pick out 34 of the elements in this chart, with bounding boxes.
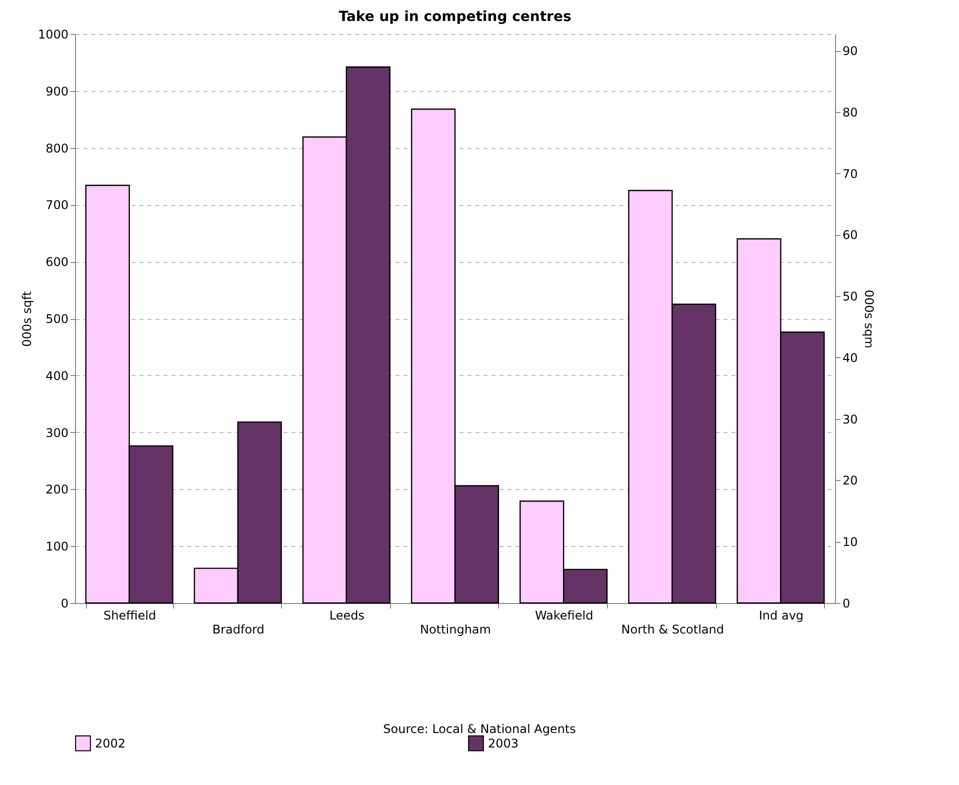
y-tick-label: 800 <box>46 141 68 156</box>
y-tick-label: 1000 <box>38 28 68 42</box>
y2-tick-label: 80 <box>842 105 858 120</box>
x-tick-label: Wakefield <box>534 608 594 622</box>
y-tick-label: 500 <box>46 312 68 326</box>
x-tick-label: North & Scotland <box>621 622 724 636</box>
y2-tick-label: 90 <box>842 44 858 58</box>
source-note: Source: Local & National Agents <box>382 722 577 736</box>
y-tick-label: 700 <box>46 198 68 212</box>
y-tick-label: 300 <box>46 426 68 440</box>
y-tick-label: 400 <box>46 368 68 383</box>
x-tick-label: Leeds <box>329 608 364 622</box>
y-tick-label: 200 <box>46 482 68 497</box>
y-tick-label: 0 <box>60 596 68 610</box>
y2-tick-label: 30 <box>842 412 858 426</box>
y2-tick-label: 0 <box>842 596 850 610</box>
legend-label: 2003 <box>488 736 519 750</box>
y-axis-title: 000s sqft <box>20 290 34 347</box>
chart-title: Take up in competing centres <box>338 9 572 25</box>
y2-axis-title: 000s sqm <box>862 290 876 348</box>
y2-tick-label: 40 <box>842 350 858 365</box>
legend-label: 2002 <box>95 736 126 750</box>
y2-tick-label: 70 <box>842 166 858 181</box>
y2-tick-label: 50 <box>842 290 858 304</box>
y2-tick-label: 60 <box>842 228 858 242</box>
y2-tick-label: 20 <box>842 474 858 488</box>
y2-tick-label: 10 <box>842 535 858 550</box>
x-tick-label: Sheffield <box>104 608 156 622</box>
x-tick-label: Nottingham <box>420 622 491 636</box>
y-tick-label: 600 <box>46 255 68 270</box>
x-tick-label: Ind avg <box>758 608 804 622</box>
y-tick-label: 900 <box>46 84 68 98</box>
x-tick-label: Bradford <box>212 622 264 636</box>
y-tick-label: 100 <box>46 540 68 554</box>
